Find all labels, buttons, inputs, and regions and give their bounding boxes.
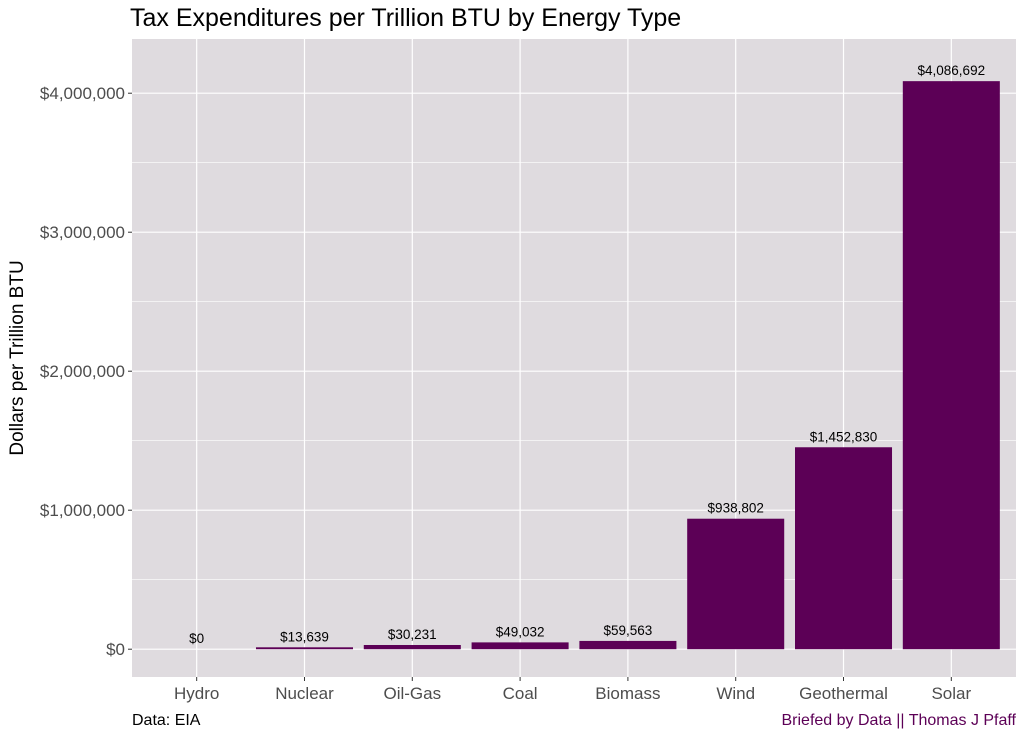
y-axis: $0 $1,000,000 $2,000,000 $3,000,000 $4,000,0… [40,84,132,659]
bar-label-hydro: $0 [189,631,204,646]
caption-author: Briefed by Data || Thomas J Pfaff [782,712,1017,729]
bar-label-coal: $49,032 [496,624,545,639]
bar-solar [902,81,1000,650]
y-tick-label: $4,000,000 [40,84,125,103]
bar-nuclear [255,647,353,650]
bar-label-solar: $4,086,692 [918,63,986,78]
x-tick-label: Oil-Gas [383,684,441,703]
bar-oil-gas [363,644,461,650]
bar-value-labels: $0 $13,639 $30,231 $49,032 $59,563 $938,802 $1… [189,63,985,646]
y-tick-label: $3,000,000 [40,223,125,242]
y-axis-title: Dollars per Trillion BTU [7,260,28,455]
chart-title: Tax Expenditures per Trillion BTU by Ene… [130,4,681,32]
x-tick-label: Wind [716,684,755,703]
major-gridlines [132,39,1016,677]
bar-biomass [579,640,677,650]
bar-label-biomass: $59,563 [603,623,652,638]
x-tick-label: Geothermal [799,684,888,703]
bar-label-oil-gas: $30,231 [388,627,437,642]
bar-wind [687,518,785,650]
bar-label-nuclear: $13,639 [280,629,329,644]
caption-data-source: Data: EIA [132,712,201,729]
x-tick-label: Nuclear [275,684,334,703]
y-tick-label: $2,000,000 [40,362,125,381]
x-tick-label: Solar [931,684,971,703]
bar-coal [471,642,569,650]
bars [255,81,1000,650]
x-tick-label: Biomass [595,684,660,703]
y-tick-label: $1,000,000 [40,501,125,520]
x-tick-label: Coal [503,684,538,703]
x-axis: Hydro Nuclear Oil-Gas Coal Biomass Wind Geothe… [174,677,971,703]
bar-geothermal [795,447,893,650]
y-tick-label: $0 [106,640,125,659]
bar-label-geothermal: $1,452,830 [810,429,878,444]
x-tick-label: Hydro [174,684,219,703]
bar-label-wind: $938,802 [708,501,764,516]
